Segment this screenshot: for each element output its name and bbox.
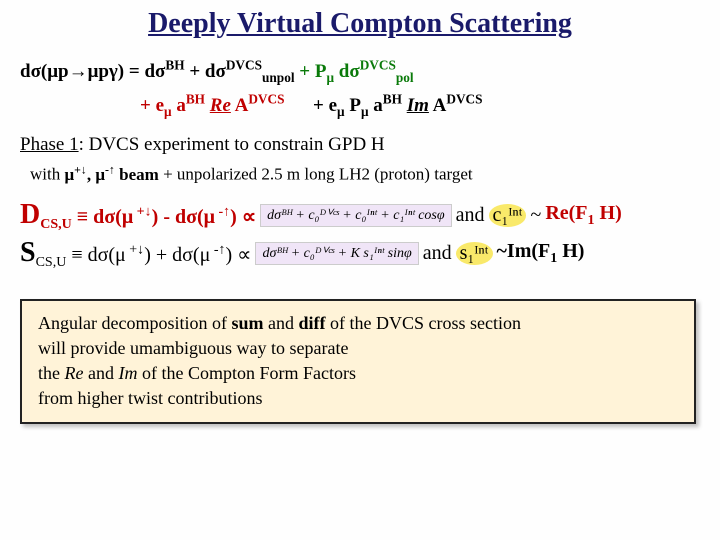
d-formula: dσᴮᴴ + c₀ᴰⱽᶜˢ + c₀ᴵⁿᵗ + c₁ᴵⁿᵗ cosφ — [260, 204, 451, 227]
s-formula: dσᴮᴴ + c₀ᴰⱽᶜˢ + K s₁ᴵⁿᵗ sinφ — [255, 242, 418, 265]
s-line: SCS,U ≡ dσ(μ +↓) + dσ(μ -↑) ∝ dσᴮᴴ + c₀ᴰ… — [20, 237, 700, 271]
equation-line-1: dσ(μp→μpγ) = dσBH + dσDVCSunpol + Pμ dσD… — [20, 58, 700, 86]
c1int-highlight: c₁ᴵⁿᵗ — [489, 204, 527, 227]
d-line: DCS,U ≡ dσ(μ +↓) - dσ(μ -↑) ∝ dσᴮᴴ + c₀ᴰ… — [20, 199, 700, 233]
phase-heading: Phase 1: DVCS experiment to constrain GP… — [20, 134, 700, 156]
slide-title: Deeply Virtual Compton Scattering — [20, 8, 700, 40]
beam-target-line: with μ+↓, μ-↑ beam + unpolarized 2.5 m l… — [30, 162, 700, 185]
s1int-highlight: s₁ᴵⁿᵗ — [456, 242, 493, 265]
equation-line-2: + eμ aBH Re ADVCS + eμ Pμ aBH Im ADVCS — [140, 92, 700, 120]
summary-box: Angular decomposition of sum and diff of… — [20, 299, 696, 424]
